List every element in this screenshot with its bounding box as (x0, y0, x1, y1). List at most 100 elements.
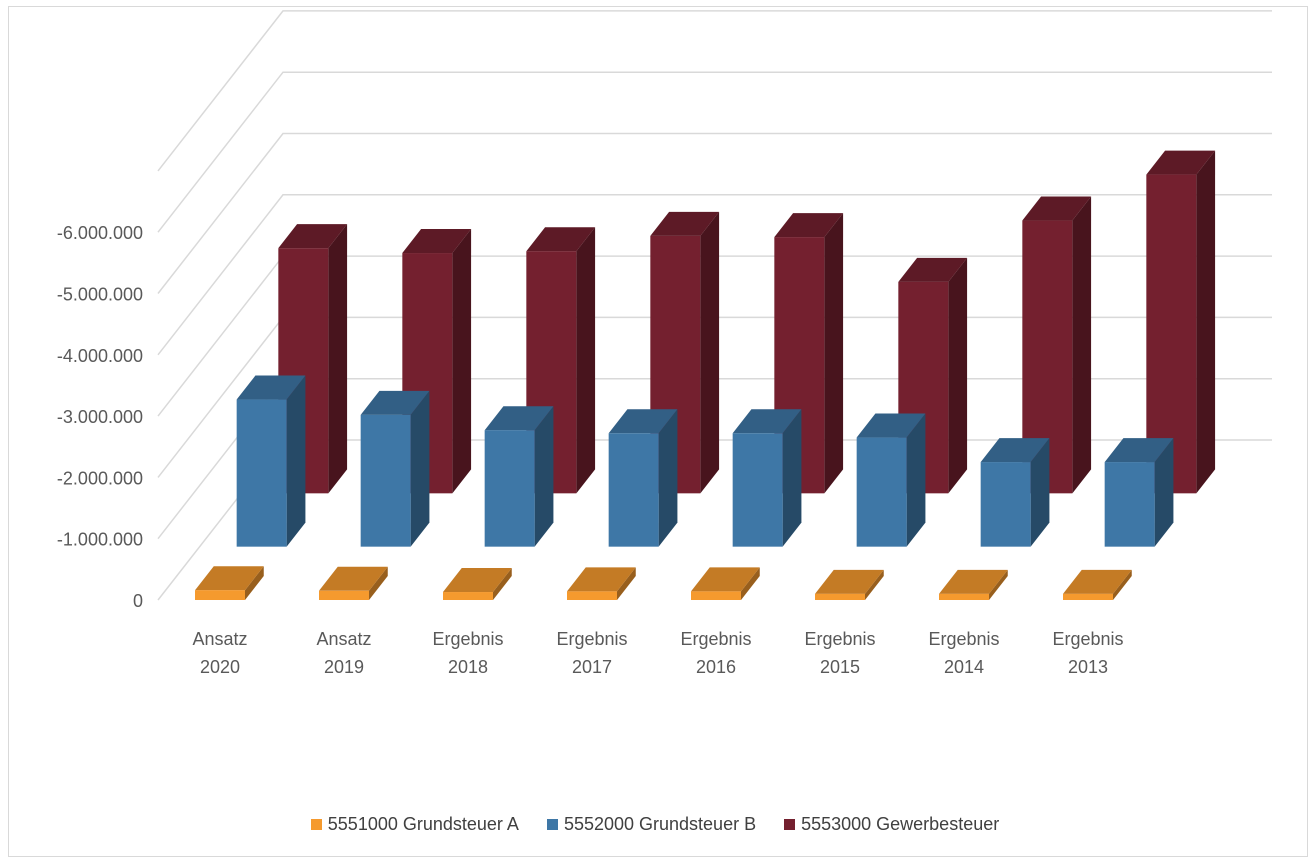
bar (360, 390, 430, 547)
bar-front (815, 593, 865, 600)
bar (443, 568, 512, 600)
bar-side (1030, 438, 1050, 547)
bar (815, 569, 884, 600)
bar-side (245, 566, 264, 600)
bar-side (824, 213, 844, 494)
series-1 (236, 375, 1174, 547)
bar-top (732, 409, 802, 434)
bar-top (402, 229, 472, 254)
bar (732, 409, 802, 547)
bar-front (856, 437, 907, 547)
bar-front (443, 592, 493, 600)
bars (195, 150, 1216, 600)
bar (319, 566, 388, 600)
gridline (157, 194, 1272, 356)
legend-swatch (784, 819, 796, 830)
x-axis-labels: Ansatz 2020 Ansatz 2019 Ergebnis 2018 Ergebnis… (192, 629, 1123, 677)
series-0 (195, 566, 1132, 600)
bar-side (534, 406, 554, 547)
bar-top (1063, 569, 1132, 594)
bar-side (328, 224, 348, 494)
bar-top (1104, 438, 1174, 463)
bar-top (856, 413, 926, 438)
legend-label: 5553000 Gewerbesteuer (801, 814, 1000, 834)
bar-top (1022, 196, 1092, 221)
bar-front (980, 462, 1031, 547)
bar-top (691, 567, 760, 592)
legend-label: 5551000 Grundsteuer A (327, 814, 519, 834)
bar-top (443, 568, 512, 593)
bar-side (493, 568, 512, 600)
bar-front (319, 590, 369, 600)
bar (567, 567, 636, 600)
legend-item: 5551000 Grundsteuer A (310, 814, 519, 835)
bar-front (732, 433, 783, 547)
bar-side (906, 413, 926, 547)
bar-front (567, 591, 617, 600)
bar-front (1063, 593, 1113, 600)
bar (856, 413, 926, 547)
x-tick-label: Ergebnis 2013 (1052, 629, 1123, 677)
bar-side (286, 375, 306, 547)
y-axis-labels: 0 -1.000.000 -2.000.000 -3.000.000 -4.000.00… (57, 223, 143, 611)
legend-swatch (546, 819, 558, 830)
bar-top (774, 213, 844, 238)
bar-top (939, 569, 1008, 594)
bar (1063, 569, 1132, 600)
bar-top (360, 390, 430, 415)
bar-top (236, 375, 306, 400)
bar (608, 409, 678, 547)
bar-top (278, 224, 348, 249)
bar-side (948, 257, 968, 494)
bar-front (608, 433, 659, 547)
bar-front (195, 590, 245, 600)
bar-front (484, 430, 535, 547)
bar-side (452, 229, 472, 494)
bar-side (989, 569, 1008, 600)
bar (236, 375, 306, 547)
bar-side (1154, 438, 1174, 547)
bar-side (617, 567, 636, 600)
y-tick-label: -3.000.000 (57, 407, 143, 427)
bar-front (360, 414, 411, 547)
bar-side (576, 227, 596, 494)
bar-side (1072, 196, 1092, 494)
bar-front (691, 591, 741, 600)
x-tick-label: Ansatz 2019 (316, 629, 371, 677)
y-tick-label: -1.000.000 (57, 530, 143, 550)
gridline (157, 10, 1272, 172)
bar (195, 566, 264, 600)
y-tick-label: -4.000.000 (57, 346, 143, 366)
bar-top (608, 409, 678, 434)
bar-top (319, 566, 388, 591)
bar (691, 567, 760, 600)
bar-top (980, 438, 1050, 463)
bar-side (1196, 150, 1216, 494)
bar-top (195, 566, 264, 591)
bar-top (898, 257, 968, 282)
gridline (157, 71, 1272, 233)
x-tick-label: Ergebnis 2018 (432, 629, 503, 677)
x-tick-label: Ergebnis 2016 (680, 629, 751, 677)
bar-top (484, 406, 554, 431)
bar-side (369, 566, 388, 600)
y-tick-label: -2.000.000 (57, 468, 143, 488)
bar-side (700, 211, 720, 494)
y-tick-label: 0 (133, 591, 143, 611)
x-tick-label: Ansatz 2020 (192, 629, 247, 677)
y-tick-label: -5.000.000 (57, 285, 143, 305)
bar-side (782, 409, 802, 547)
bar-top (650, 211, 720, 236)
bar-top (567, 567, 636, 592)
x-tick-label: Ergebnis 2017 (556, 629, 627, 677)
bar (939, 569, 1008, 600)
legend: 5551000 Grundsteuer A 5552000 Grundsteuer… (0, 814, 1310, 835)
bar-front (939, 593, 989, 600)
x-tick-label: Ergebnis 2015 (804, 629, 875, 677)
bar-side (741, 567, 760, 600)
legend-label: 5552000 Grundsteuer B (563, 814, 757, 834)
bar-side (865, 569, 884, 600)
x-tick-label: Ergebnis 2014 (928, 629, 999, 677)
bar-side (1113, 569, 1132, 600)
